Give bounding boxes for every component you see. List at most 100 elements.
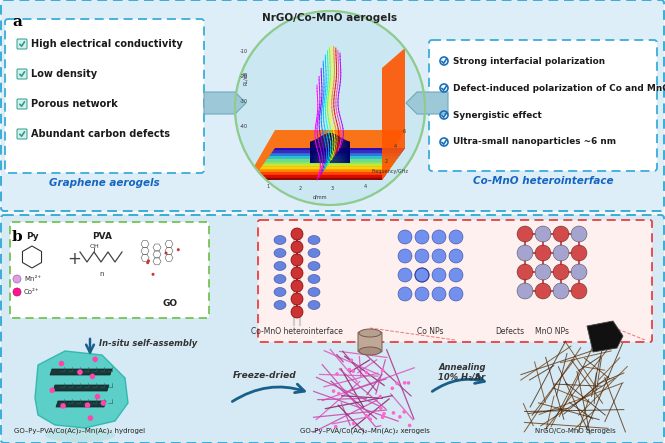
Text: 10% H₂/Ar: 10% H₂/Ar xyxy=(438,373,485,381)
Text: OH: OH xyxy=(89,244,99,249)
Circle shape xyxy=(398,415,402,419)
Circle shape xyxy=(403,381,406,385)
Text: In-situ self-assembly: In-situ self-assembly xyxy=(99,338,197,347)
Text: Co-MnO heterointerface: Co-MnO heterointerface xyxy=(251,327,343,336)
Circle shape xyxy=(382,412,386,416)
Text: Freeze-dried: Freeze-dried xyxy=(233,372,297,381)
FancyBboxPatch shape xyxy=(17,129,27,139)
Circle shape xyxy=(332,389,335,393)
Circle shape xyxy=(398,287,412,301)
FancyBboxPatch shape xyxy=(10,222,209,318)
Circle shape xyxy=(553,245,569,261)
Text: -30: -30 xyxy=(240,99,248,104)
Polygon shape xyxy=(310,141,311,163)
Text: b: b xyxy=(12,230,23,244)
Circle shape xyxy=(352,369,355,373)
Text: Co²⁺: Co²⁺ xyxy=(24,289,40,295)
Polygon shape xyxy=(259,167,392,169)
Circle shape xyxy=(517,264,533,280)
Text: Mn²⁺: Mn²⁺ xyxy=(24,276,41,282)
Circle shape xyxy=(13,275,21,283)
Circle shape xyxy=(449,287,463,301)
Circle shape xyxy=(402,410,406,414)
Polygon shape xyxy=(334,134,336,163)
Text: 2: 2 xyxy=(384,159,388,164)
Circle shape xyxy=(449,268,463,282)
Polygon shape xyxy=(273,148,405,151)
Polygon shape xyxy=(269,153,401,156)
Polygon shape xyxy=(35,351,128,428)
Circle shape xyxy=(449,249,463,263)
Polygon shape xyxy=(252,177,384,180)
Polygon shape xyxy=(258,169,390,172)
Circle shape xyxy=(159,260,162,263)
Text: d/mm: d/mm xyxy=(313,194,327,199)
Text: Ultra-small nanoparticles ~6 nm: Ultra-small nanoparticles ~6 nm xyxy=(453,137,616,147)
Circle shape xyxy=(535,226,551,242)
Text: GO: GO xyxy=(162,299,178,308)
Circle shape xyxy=(571,283,587,299)
FancyBboxPatch shape xyxy=(429,40,657,171)
Polygon shape xyxy=(406,92,448,114)
Circle shape xyxy=(291,254,303,266)
Polygon shape xyxy=(312,140,313,163)
Polygon shape xyxy=(319,137,321,163)
Text: Annealing: Annealing xyxy=(438,364,485,373)
Circle shape xyxy=(379,406,382,410)
Circle shape xyxy=(378,395,382,398)
Text: 1: 1 xyxy=(267,184,269,189)
Circle shape xyxy=(392,411,395,415)
Circle shape xyxy=(13,288,21,296)
Circle shape xyxy=(432,287,446,301)
Polygon shape xyxy=(271,151,403,153)
FancyBboxPatch shape xyxy=(5,19,204,173)
Circle shape xyxy=(334,425,338,428)
Text: Graphene aerogels: Graphene aerogels xyxy=(49,178,160,188)
Text: Low density: Low density xyxy=(31,69,97,79)
Text: 3: 3 xyxy=(331,186,334,191)
Circle shape xyxy=(291,228,303,240)
Polygon shape xyxy=(323,135,325,163)
Ellipse shape xyxy=(308,288,320,296)
Circle shape xyxy=(535,264,551,280)
Circle shape xyxy=(365,414,368,418)
Text: MnO NPs: MnO NPs xyxy=(535,327,569,336)
Circle shape xyxy=(92,357,98,362)
Circle shape xyxy=(553,226,569,242)
Circle shape xyxy=(415,287,429,301)
Circle shape xyxy=(432,249,446,263)
Ellipse shape xyxy=(235,11,425,205)
Text: a: a xyxy=(12,15,22,29)
Circle shape xyxy=(94,394,100,400)
Ellipse shape xyxy=(274,275,286,284)
Polygon shape xyxy=(331,133,332,163)
Circle shape xyxy=(335,372,338,376)
Text: Porous network: Porous network xyxy=(31,99,118,109)
Polygon shape xyxy=(382,48,405,180)
Polygon shape xyxy=(329,133,331,163)
Circle shape xyxy=(535,283,551,299)
Circle shape xyxy=(535,245,551,261)
Text: Co-MnO heterointerface: Co-MnO heterointerface xyxy=(473,176,613,186)
Text: 4: 4 xyxy=(394,144,396,149)
Text: 2: 2 xyxy=(299,186,301,191)
Text: -10: -10 xyxy=(240,49,248,54)
Text: GO–Py–PVA/Co(Ac)₂–Mn(Ac)₂ hydrogel: GO–Py–PVA/Co(Ac)₂–Mn(Ac)₂ hydrogel xyxy=(15,427,146,434)
Polygon shape xyxy=(252,148,405,180)
Text: Strong interfacial polarization: Strong interfacial polarization xyxy=(453,57,605,66)
Text: Defects: Defects xyxy=(495,327,525,336)
Circle shape xyxy=(381,415,385,418)
Ellipse shape xyxy=(308,249,320,257)
Circle shape xyxy=(415,268,429,282)
Text: 6: 6 xyxy=(402,129,406,134)
FancyBboxPatch shape xyxy=(5,19,204,173)
Ellipse shape xyxy=(308,236,320,245)
Circle shape xyxy=(84,402,90,408)
Polygon shape xyxy=(267,156,399,159)
Polygon shape xyxy=(332,133,334,163)
Text: 4: 4 xyxy=(364,184,366,189)
Circle shape xyxy=(398,230,412,244)
Polygon shape xyxy=(338,136,340,163)
Text: PVA: PVA xyxy=(92,232,112,241)
Text: Co NPs: Co NPs xyxy=(417,327,444,336)
